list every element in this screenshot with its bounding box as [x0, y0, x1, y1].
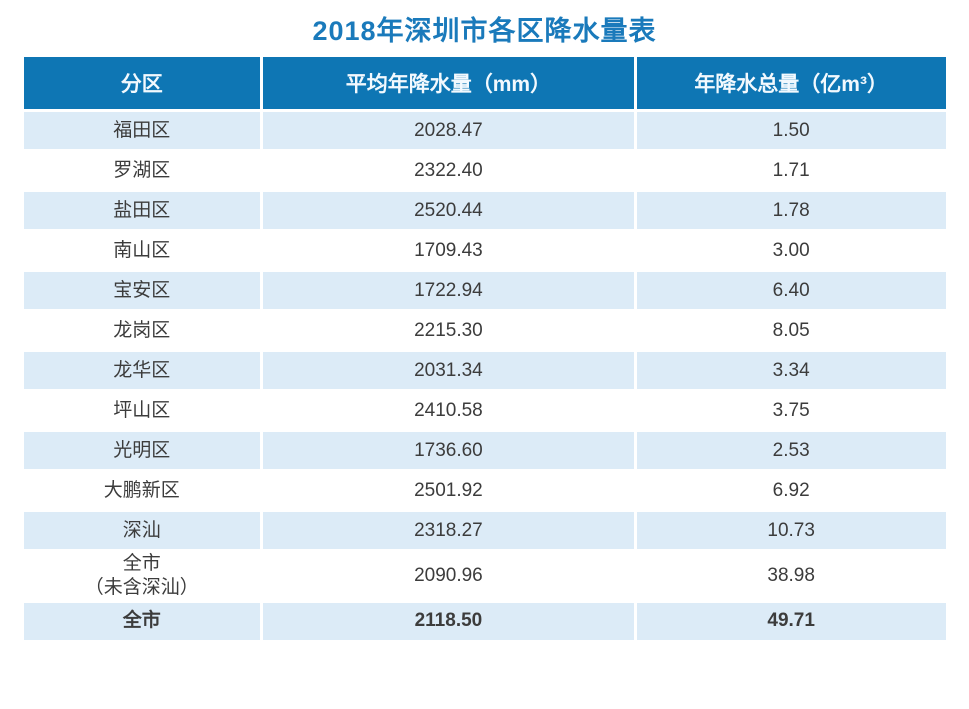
- total-precip-cell: 38.98: [636, 552, 946, 600]
- total-precip-cell: 1.50: [636, 112, 946, 149]
- table-row: 南山区 1709.43 3.00: [23, 232, 946, 269]
- total-precip-cell: 3.00: [636, 232, 946, 269]
- table-body: 福田区 2028.47 1.50 罗湖区 2322.40 1.71 盐田区 25…: [23, 112, 946, 640]
- total-precip-cell: 3.75: [636, 392, 946, 429]
- col-header-avg-rainfall: 平均年降水量（mm）: [263, 57, 634, 109]
- district-cell: 盐田区: [23, 192, 261, 229]
- avg-rainfall-cell: 2090.96: [263, 552, 634, 600]
- rainfall-table: 分区 平均年降水量（mm） 年降水总量（亿m³） 福田区 2028.47 1.5…: [20, 54, 949, 643]
- total-precip-cell: 1.71: [636, 152, 946, 189]
- district-cell: 龙岗区: [23, 312, 261, 349]
- table-row: 龙岗区 2215.30 8.05: [23, 312, 946, 349]
- district-cell: 南山区: [23, 232, 261, 269]
- avg-rainfall-cell: 2322.40: [263, 152, 634, 189]
- avg-rainfall-cell: 1722.94: [263, 272, 634, 309]
- district-cell: 龙华区: [23, 352, 261, 389]
- table-row: 深汕 2318.27 10.73: [23, 512, 946, 549]
- district-cell: 全市: [23, 602, 261, 640]
- table-row: 龙华区 2031.34 3.34: [23, 352, 946, 389]
- total-precip-cell: 2.53: [636, 432, 946, 469]
- header-row: 分区 平均年降水量（mm） 年降水总量（亿m³）: [23, 57, 946, 109]
- total-precip-cell: 1.78: [636, 192, 946, 229]
- district-cell: 宝安区: [23, 272, 261, 309]
- total-precip-cell: 10.73: [636, 512, 946, 549]
- avg-rainfall-cell: 1736.60: [263, 432, 634, 469]
- table-row: 光明区 1736.60 2.53: [23, 432, 946, 469]
- district-cell: 罗湖区: [23, 152, 261, 189]
- total-precip-cell: 3.34: [636, 352, 946, 389]
- col-header-total-precipitation: 年降水总量（亿m³）: [636, 57, 946, 109]
- total-precip-cell: 6.40: [636, 272, 946, 309]
- table-row: 大鹏新区 2501.92 6.92: [23, 472, 946, 509]
- avg-rainfall-cell: 2410.58: [263, 392, 634, 429]
- district-cell: 光明区: [23, 432, 261, 469]
- page-title: 2018年深圳市各区降水量表: [312, 16, 657, 46]
- avg-rainfall-cell: 2520.44: [263, 192, 634, 229]
- table-row-citywide-total: 全市 2118.50 49.71: [23, 602, 946, 640]
- total-precip-cell: 6.92: [636, 472, 946, 509]
- table-row: 罗湖区 2322.40 1.71: [23, 152, 946, 189]
- avg-rainfall-cell: 2215.30: [263, 312, 634, 349]
- district-cell: 全市 （未含深汕）: [23, 552, 261, 600]
- avg-rainfall-cell: 2501.92: [263, 472, 634, 509]
- avg-rainfall-cell: 2318.27: [263, 512, 634, 549]
- table-row: 盐田区 2520.44 1.78: [23, 192, 946, 229]
- district-cell: 深汕: [23, 512, 261, 549]
- table-row: 福田区 2028.47 1.50: [23, 112, 946, 149]
- avg-rainfall-cell: 2028.47: [263, 112, 634, 149]
- total-precip-cell: 49.71: [636, 602, 946, 640]
- district-cell: 大鹏新区: [23, 472, 261, 509]
- district-cell: 福田区: [23, 112, 261, 149]
- avg-rainfall-cell: 2031.34: [263, 352, 634, 389]
- table-row: 宝安区 1722.94 6.40: [23, 272, 946, 309]
- col-header-district: 分区: [23, 57, 261, 109]
- table-header: 分区 平均年降水量（mm） 年降水总量（亿m³）: [23, 57, 946, 109]
- table-row-citywide-excl-shenshan: 全市 （未含深汕） 2090.96 38.98: [23, 552, 946, 600]
- table-row: 坪山区 2410.58 3.75: [23, 392, 946, 429]
- district-cell: 坪山区: [23, 392, 261, 429]
- avg-rainfall-cell: 1709.43: [263, 232, 634, 269]
- total-precip-cell: 8.05: [636, 312, 946, 349]
- avg-rainfall-cell: 2118.50: [263, 602, 634, 640]
